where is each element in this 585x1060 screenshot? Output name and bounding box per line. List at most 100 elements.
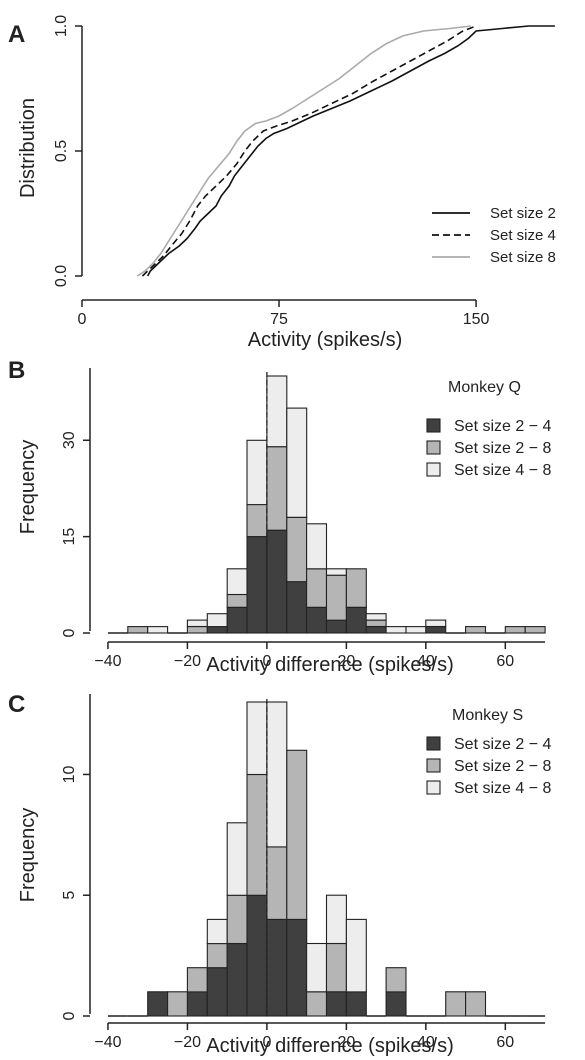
- bar-segment: [266, 375, 288, 448]
- bar-segment: [286, 407, 308, 518]
- bar-segment: [266, 446, 288, 531]
- bar-segment: [504, 626, 526, 634]
- panel-b-bars: [107, 370, 546, 634]
- panel-c-bars: [107, 696, 546, 1017]
- bar-segment: [325, 991, 347, 1017]
- bar-segment: [147, 626, 169, 634]
- x-tick-label: 0: [78, 311, 87, 328]
- bar-segment: [186, 619, 208, 628]
- y-tick-label: 0.5: [53, 140, 70, 162]
- bar-segment: [186, 626, 208, 634]
- panel-b-title: Monkey Q: [448, 379, 521, 396]
- bar-segment: [226, 593, 248, 608]
- bar-segment: [325, 619, 347, 634]
- x-tick-label: −40: [94, 653, 121, 670]
- bar-segment: [226, 822, 248, 896]
- panel-label-c: C: [8, 691, 25, 718]
- bar-segment: [246, 439, 268, 506]
- panel-c-ylabel: Frequency: [17, 808, 39, 903]
- bar-segment: [306, 523, 328, 570]
- panel-b-axes: −40 −20 0 20 40 60 0 15 30: [61, 368, 546, 670]
- bar-segment: [147, 991, 169, 1017]
- bar-segment: [246, 503, 268, 538]
- bar-segment: [345, 991, 367, 1017]
- x-tick-label: 40: [417, 653, 435, 670]
- legend-swatch: [426, 418, 441, 433]
- bar-segment: [445, 991, 467, 1017]
- y-tick-label: 0: [61, 1011, 78, 1020]
- x-tick-label: 20: [337, 1034, 355, 1051]
- legend-swatch: [426, 758, 441, 773]
- panel-c-title: Monkey S: [452, 707, 523, 724]
- panel-b: B −40 −20 0 20 40 60 0 15 30 Monkey Q Set size 2…: [8, 357, 551, 676]
- x-tick-label: 150: [463, 311, 490, 328]
- panel-a-legend: Set size 2 Set size 4 Set size 8: [432, 205, 556, 266]
- series-line: [136, 25, 471, 277]
- bar-segment: [325, 894, 347, 945]
- bar-segment: [186, 991, 208, 1017]
- bar-segment: [266, 918, 288, 1017]
- bar-segment: [206, 942, 228, 969]
- legend-label: Set size 4 − 8: [454, 462, 551, 479]
- bar-segment: [226, 894, 248, 945]
- bar-segment: [226, 568, 248, 596]
- bar-segment: [465, 626, 487, 634]
- series-line: [146, 25, 555, 277]
- bar-segment: [365, 613, 387, 621]
- x-tick-label: 60: [496, 1034, 514, 1051]
- bar-segment: [306, 606, 328, 634]
- x-tick-label: −20: [174, 1034, 201, 1051]
- bar-segment: [206, 613, 228, 628]
- bar-segment: [306, 991, 328, 1017]
- bar-segment: [266, 529, 288, 634]
- bar-segment: [266, 846, 288, 920]
- bar-segment: [266, 701, 288, 848]
- bar-segment: [206, 967, 228, 1017]
- x-tick-label: −20: [174, 653, 201, 670]
- x-tick-label: 20: [337, 653, 355, 670]
- panel-a-series: [136, 25, 555, 277]
- x-tick-label: −40: [94, 1034, 121, 1051]
- bar-segment: [246, 536, 268, 634]
- bar-segment: [246, 773, 268, 896]
- legend-label: Set size 4 − 8: [454, 780, 551, 797]
- legend-swatch: [426, 780, 441, 795]
- y-tick-label: 0.0: [53, 265, 70, 287]
- bar-segment: [286, 581, 308, 634]
- x-tick-label: 75: [270, 311, 288, 328]
- bar-segment: [206, 918, 228, 945]
- x-tick-label: 40: [417, 1034, 435, 1051]
- y-tick-label: 30: [61, 431, 78, 449]
- bar-segment: [246, 701, 268, 776]
- series-line: [141, 25, 477, 277]
- bar-segment: [385, 626, 407, 634]
- panel-c-axes: −40 −20 0 20 40 60 0 5 10: [61, 694, 546, 1051]
- panel-a-xlabel: Activity (spikes/s): [248, 329, 402, 351]
- panel-b-ylabel: Frequency: [17, 440, 39, 535]
- x-tick-label: 0: [262, 653, 271, 670]
- legend-label: Set size 2 − 4: [454, 736, 551, 753]
- y-tick-label: 1.0: [53, 15, 70, 37]
- panel-c-xlabel: Activity difference (spikes/s): [206, 1035, 454, 1057]
- panel-c: C −40 −20 0 20 40 60 0 5 10 Monkey S Set size 2 …: [8, 691, 551, 1057]
- bar-segment: [405, 626, 427, 634]
- bar-segment: [246, 894, 268, 1017]
- panel-a-axes: 0 75 150 0.0 0.5 1.0: [53, 15, 489, 328]
- bar-segment: [127, 626, 149, 634]
- legend-label: Set size 8: [490, 249, 556, 266]
- bar-segment: [365, 626, 387, 634]
- bar-segment: [206, 626, 228, 634]
- panel-label-b: B: [8, 357, 25, 384]
- bar-segment: [365, 619, 387, 628]
- bar-segment: [325, 568, 347, 576]
- bar-segment: [226, 942, 248, 1017]
- legend-swatch: [426, 736, 441, 751]
- bar-segment: [465, 991, 487, 1017]
- panel-b-legend: Set size 2 − 4 Set size 2 − 8 Set size 4 −…: [426, 418, 551, 479]
- bar-segment: [286, 516, 308, 583]
- y-tick-label: 5: [61, 891, 78, 900]
- panel-a-ylabel: Distribution: [17, 98, 39, 198]
- legend-swatch: [426, 440, 441, 455]
